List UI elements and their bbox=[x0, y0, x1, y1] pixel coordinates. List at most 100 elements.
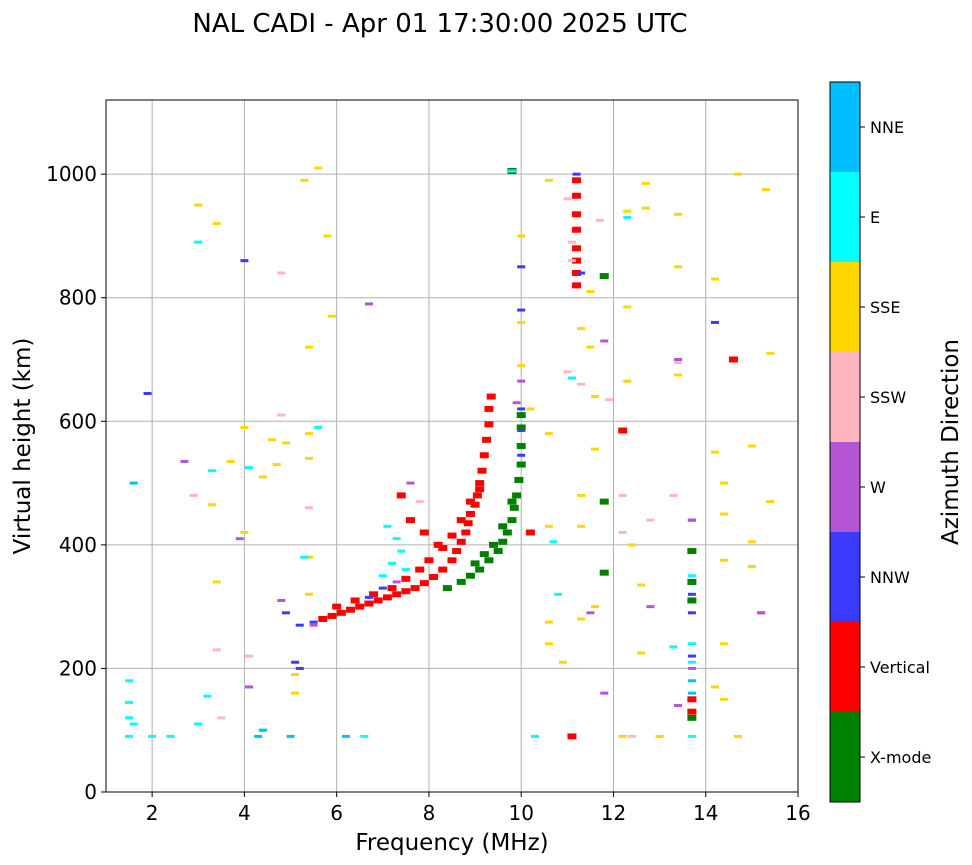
point-ssw bbox=[217, 716, 226, 720]
point-w bbox=[646, 605, 655, 609]
point-x-mode bbox=[479, 551, 489, 558]
point-sse bbox=[304, 432, 313, 436]
point-sse bbox=[637, 583, 646, 587]
colorbar-segment bbox=[830, 532, 860, 622]
point-sse bbox=[544, 620, 553, 624]
point-nnw bbox=[517, 429, 526, 433]
point-vertical bbox=[327, 612, 337, 619]
colorbar-tick-label: Vertical bbox=[870, 658, 930, 677]
point-vertical bbox=[572, 226, 582, 233]
point-nne bbox=[687, 691, 696, 695]
point-sse bbox=[304, 345, 313, 349]
point-e bbox=[314, 425, 323, 429]
point-ssw bbox=[245, 654, 254, 658]
point-vertical bbox=[419, 580, 429, 587]
x-axis-ticks: 2 4 6 8 10 12 14 16 bbox=[146, 792, 811, 825]
point-vertical bbox=[336, 609, 346, 616]
point-x-mode bbox=[475, 566, 485, 573]
point-sse bbox=[577, 524, 586, 528]
point-sse bbox=[272, 463, 281, 467]
point-nnw bbox=[687, 592, 696, 596]
point-vertical bbox=[452, 548, 462, 555]
point-sse bbox=[674, 212, 683, 216]
point-sse bbox=[637, 651, 646, 655]
point-sse bbox=[304, 456, 313, 460]
point-ssw bbox=[563, 370, 572, 374]
point-e bbox=[194, 722, 203, 726]
point-x-mode bbox=[442, 585, 452, 592]
point-nnw bbox=[517, 265, 526, 269]
point-vertical bbox=[438, 566, 448, 573]
point-ssw bbox=[604, 398, 613, 402]
point-w bbox=[674, 704, 683, 707]
colorbar-frame bbox=[829, 81, 861, 803]
point-e bbox=[194, 240, 203, 244]
point-x-mode bbox=[493, 548, 503, 555]
point-sse bbox=[544, 642, 553, 646]
colorbar-segment bbox=[830, 622, 860, 712]
point-nnw bbox=[364, 595, 373, 599]
point-nnw bbox=[687, 654, 696, 658]
point-vertical bbox=[424, 557, 434, 564]
point-e bbox=[397, 549, 406, 553]
point-x-mode bbox=[509, 504, 519, 511]
point-w bbox=[309, 623, 318, 627]
point-vertical bbox=[447, 532, 457, 539]
point-nnw bbox=[291, 660, 300, 664]
point-vertical bbox=[419, 529, 429, 536]
point-e bbox=[687, 660, 696, 664]
point-x-mode bbox=[489, 541, 499, 548]
point-sse bbox=[240, 425, 249, 429]
point-vertical bbox=[332, 603, 342, 610]
grid-lines bbox=[106, 100, 798, 793]
point-e bbox=[300, 555, 309, 559]
point-sse bbox=[734, 172, 743, 176]
point-sse bbox=[674, 373, 683, 377]
point-nnw bbox=[517, 453, 526, 457]
point-sse bbox=[655, 734, 664, 738]
point-vertical bbox=[482, 436, 492, 443]
y-tick-label: 1000 bbox=[46, 162, 97, 186]
point-e bbox=[203, 694, 212, 698]
point-sse bbox=[304, 555, 313, 559]
point-e bbox=[687, 574, 696, 578]
point-sse bbox=[194, 203, 203, 207]
point-w bbox=[687, 518, 696, 522]
point-nnw bbox=[295, 623, 304, 627]
y-tick-label: 400 bbox=[59, 533, 97, 557]
point-vertical bbox=[346, 606, 356, 613]
point-vertical bbox=[477, 467, 487, 474]
point-ssw bbox=[674, 361, 683, 365]
point-w bbox=[180, 459, 189, 463]
colorbar-segment bbox=[830, 262, 860, 352]
x-tick-label: 10 bbox=[508, 801, 533, 825]
point-vertical bbox=[567, 733, 577, 740]
point-sse bbox=[591, 605, 600, 609]
point-ssw bbox=[563, 197, 572, 201]
point-e bbox=[360, 734, 369, 738]
point-e bbox=[148, 734, 157, 738]
point-sse bbox=[720, 697, 729, 701]
point-ssw bbox=[577, 382, 586, 386]
point-vertical bbox=[410, 585, 420, 592]
y-axis-ticks: 0 200 400 600 800 1000 bbox=[46, 162, 106, 804]
point-vertical bbox=[572, 257, 582, 264]
point-sse bbox=[623, 379, 632, 383]
point-vertical bbox=[486, 393, 496, 400]
y-tick-label: 800 bbox=[59, 286, 97, 310]
point-x-mode bbox=[507, 517, 517, 524]
point-w bbox=[586, 611, 595, 615]
point-sse bbox=[577, 493, 586, 497]
point-x-mode bbox=[484, 557, 494, 564]
point-nnw bbox=[710, 320, 719, 324]
point-nnw bbox=[281, 611, 290, 615]
point-e bbox=[401, 568, 410, 572]
plot-area-frame bbox=[105, 99, 799, 793]
x-tick-label: 14 bbox=[693, 801, 718, 825]
point-vertical bbox=[387, 585, 397, 592]
point-ssw bbox=[567, 259, 576, 263]
colorbar-tick-label: NNE bbox=[870, 118, 904, 137]
point-sse bbox=[240, 531, 249, 534]
point-ssw bbox=[277, 413, 286, 417]
point-w bbox=[277, 598, 286, 602]
